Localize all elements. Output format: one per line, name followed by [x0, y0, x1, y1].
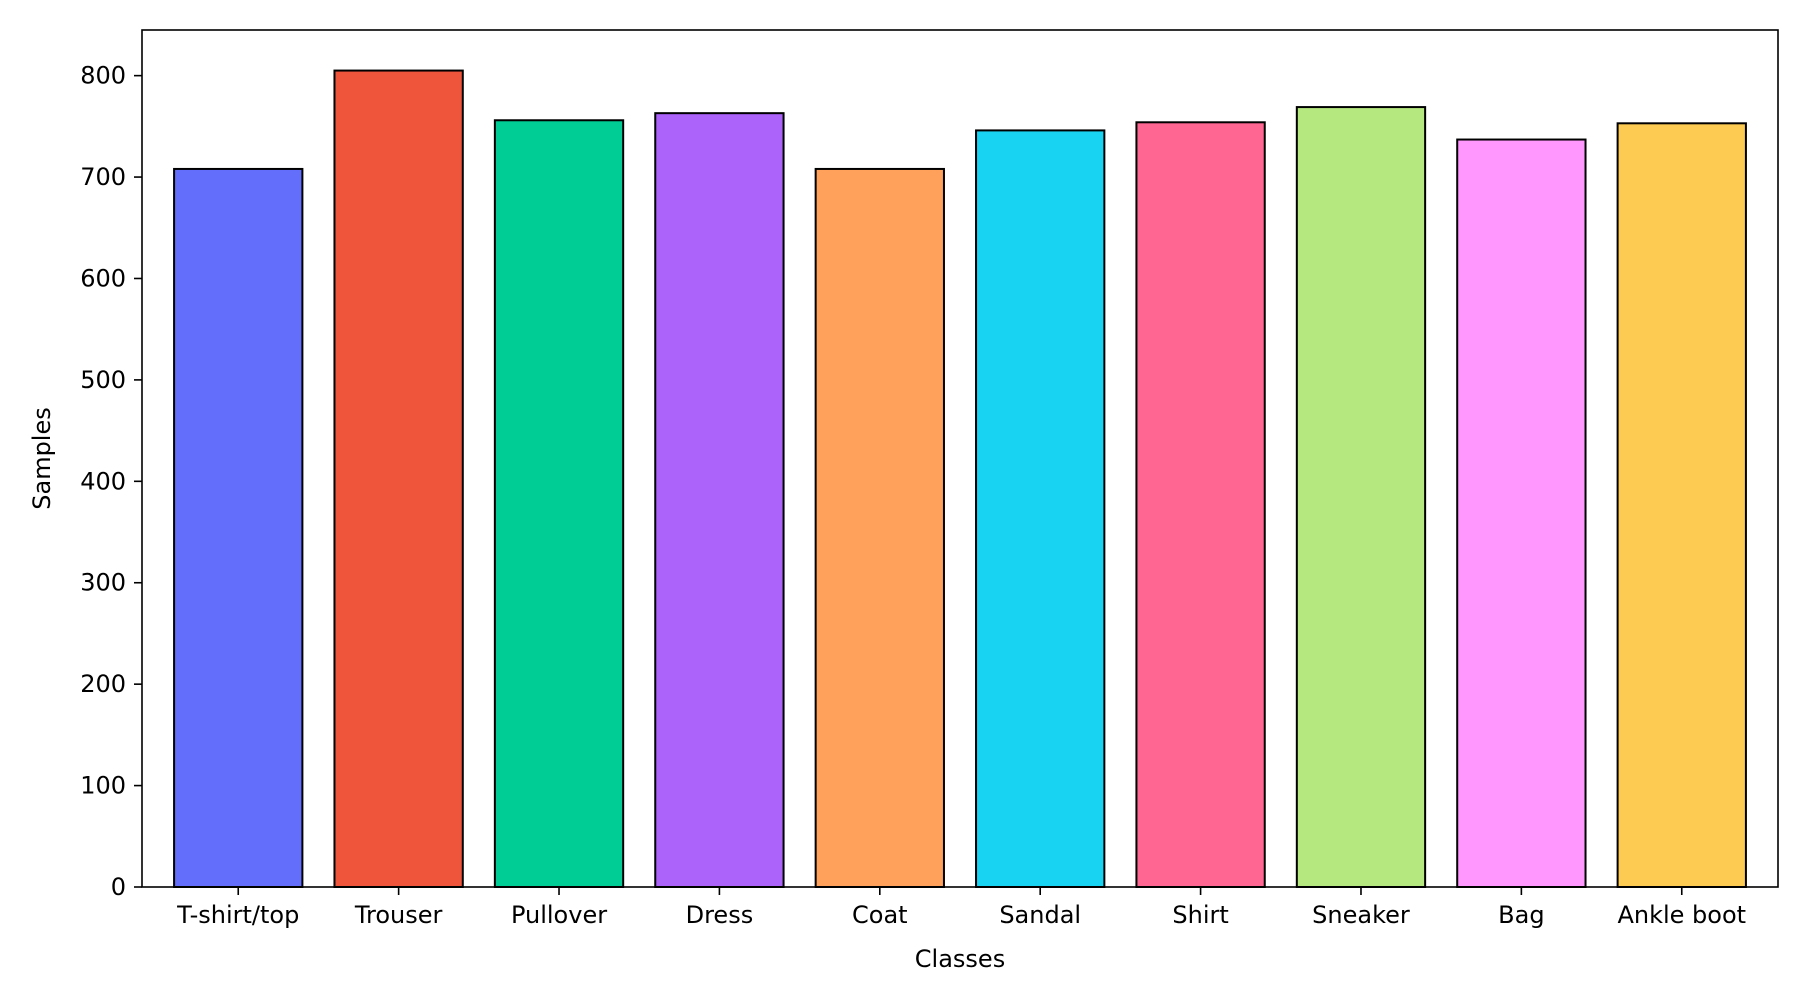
y-tick-label: 0	[111, 873, 126, 901]
y-tick-label: 700	[80, 163, 126, 191]
x-tick-label: Sandal	[999, 901, 1081, 929]
x-tick-label: Trouser	[354, 901, 443, 929]
x-tick-label: Ankle boot	[1617, 901, 1746, 929]
x-tick-label: Sneaker	[1312, 901, 1410, 929]
y-tick-label: 100	[80, 772, 126, 800]
x-tick-label: Pullover	[511, 901, 607, 929]
y-axis-label: Samples	[28, 407, 56, 510]
x-tick-label: T-shirt/top	[176, 901, 299, 929]
y-tick-label: 600	[80, 264, 126, 292]
bar-sandal	[975, 129, 1106, 888]
x-tick-label: Dress	[686, 901, 754, 929]
y-tick-label: 800	[80, 62, 126, 90]
bar-t-shirt-top	[173, 167, 304, 888]
x-axis-label: Classes	[915, 945, 1005, 973]
y-axis: 0 100 200 300 400 500 600 700 800	[80, 62, 142, 901]
y-tick-label: 400	[80, 467, 126, 495]
y-tick-label: 300	[80, 569, 126, 597]
bar-pullover	[493, 119, 625, 888]
bar-sneaker	[1295, 106, 1427, 889]
bar-coat	[814, 167, 945, 888]
bar-ankle-boot	[1616, 122, 1747, 888]
x-tick-label: Coat	[852, 901, 908, 929]
bars-group	[173, 69, 1747, 889]
y-tick-label: 200	[80, 670, 126, 698]
x-tick-label: Shirt	[1172, 901, 1228, 929]
x-axis: T-shirt/top Trouser Pullover Dress Coat Sanda…	[176, 887, 1746, 929]
bar-dress	[654, 112, 785, 889]
x-tick-label: Bag	[1498, 901, 1544, 929]
bar-bag	[1456, 138, 1587, 888]
y-tick-label: 500	[80, 366, 126, 394]
bar-shirt	[1135, 121, 1266, 889]
bar-trouser	[333, 69, 464, 888]
plot-frame	[141, 29, 1779, 888]
